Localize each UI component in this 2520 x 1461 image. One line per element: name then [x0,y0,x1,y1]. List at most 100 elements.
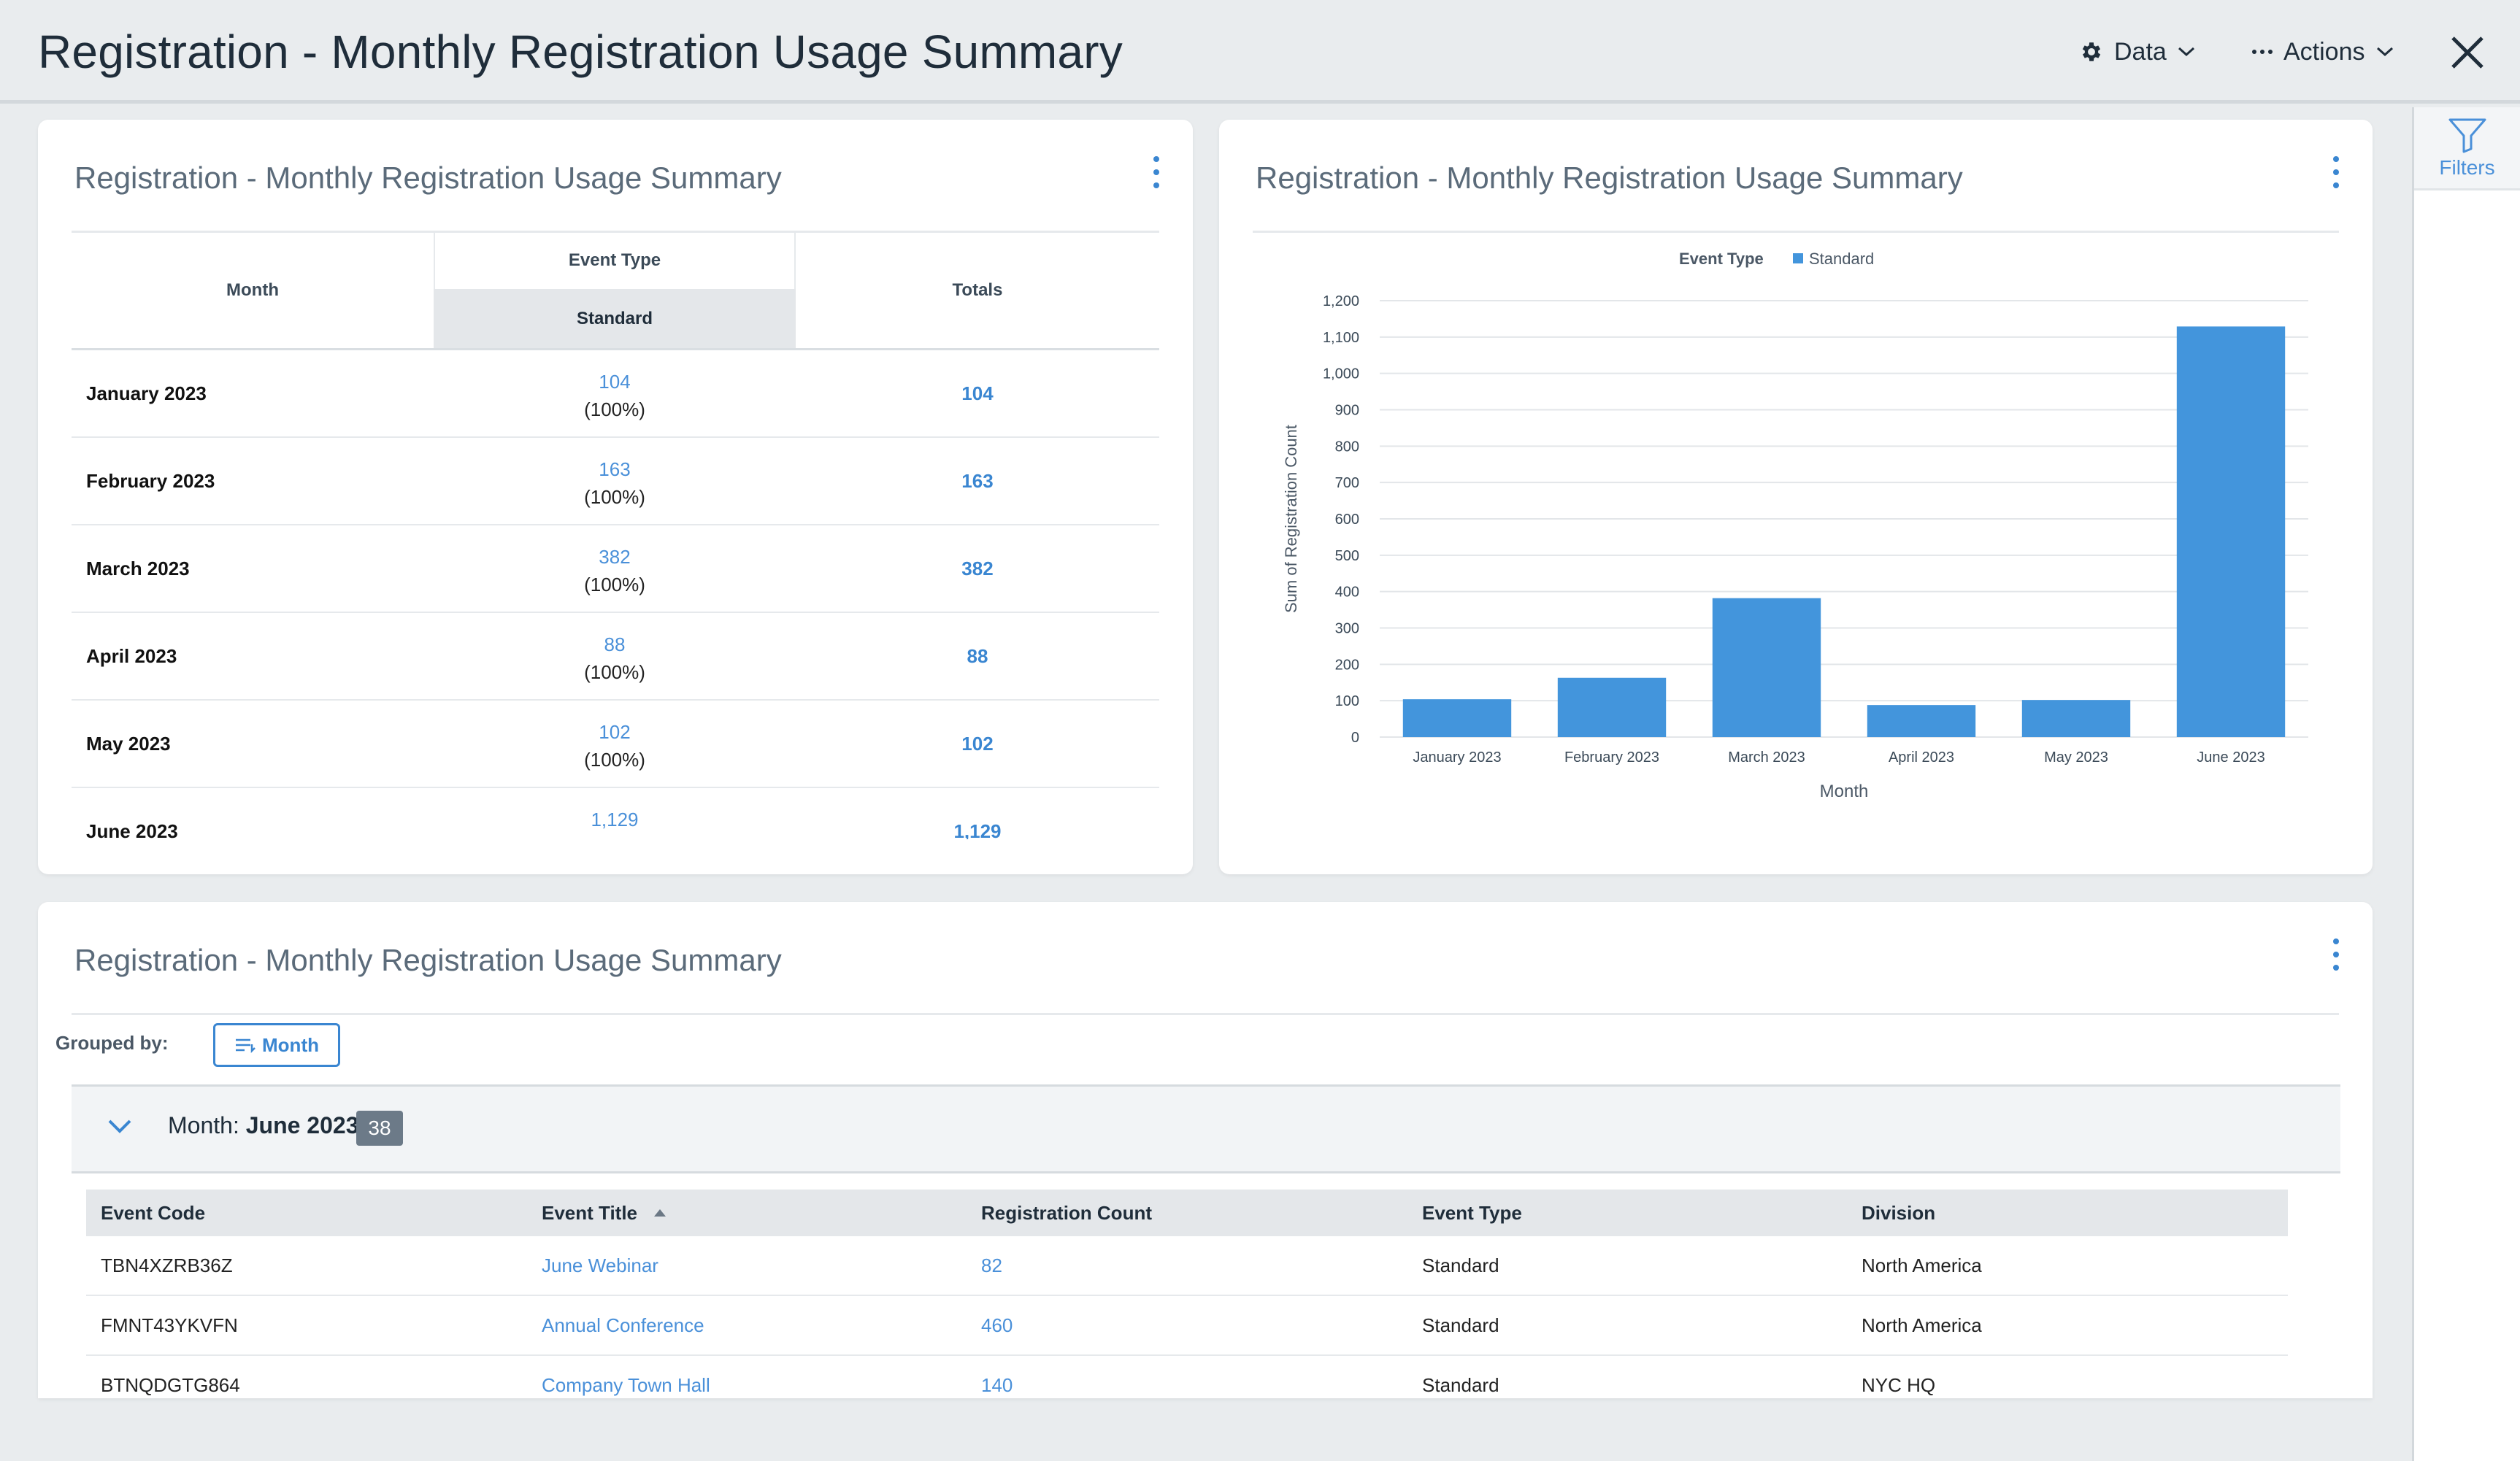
chevron-down-icon [2376,47,2393,57]
pivot-col-month[interactable]: Month [226,280,279,300]
cell-event-title-link[interactable]: Annual Conference [542,1314,704,1336]
chevron-down-icon[interactable] [107,1117,133,1137]
group-count-badge: 38 [356,1111,403,1146]
y-tick-label: 700 [1335,475,1359,491]
pivot-col-standard[interactable]: Standard [434,289,796,348]
pivot-total-link[interactable]: 102 [961,732,994,755]
ellipsis-icon [2252,50,2273,54]
pivot-total-link[interactable]: 1,129 [953,820,1002,840]
col-event-type[interactable]: Event Type [1422,1190,1522,1236]
chart-card-menu-button[interactable] [2329,156,2343,188]
col-division[interactable]: Division [1862,1190,1935,1236]
pivot-value-link[interactable]: 88 [604,633,626,655]
actions-menu-label: Actions [2283,37,2365,66]
pivot-col-totals: Totals [952,280,1003,300]
pivot-header: Month Event Type Standard Totals [72,232,1159,350]
chart-card-title: Registration - Monthly Registration Usag… [1256,161,1963,195]
x-axis-title: Month [1820,782,1869,801]
cell-division: North America [1862,1254,1982,1276]
group-label: Month: June 2023 [168,1112,358,1139]
y-tick-label: 900 [1335,403,1359,419]
cell-event-code: BTNQDGTG864 [101,1373,240,1396]
kebab-dot-icon [2333,965,2339,971]
pivot-value-link[interactable]: 104 [599,371,631,393]
pivot-total-link[interactable]: 382 [961,557,994,579]
cell-event-code: FMNT43YKVFN [101,1314,238,1336]
kebab-dot-icon [2333,952,2339,957]
pivot-percent: (100%) [584,398,645,420]
pivot-total-link[interactable]: 163 [961,469,994,492]
detail-card-menu-button[interactable] [2329,938,2343,971]
pivot-month: June 2023 [86,820,178,840]
group-lines-icon [236,1038,256,1053]
pivot-row: June 2023 1,129 (100%) 1,129 [72,788,1159,839]
bar [1867,705,1976,737]
y-tick-label: 1,200 [1323,293,1359,309]
gear-icon [2082,42,2101,61]
pivot-month: March 2023 [86,557,190,579]
x-tick-label: April 2023 [1889,749,1954,766]
pivot-percent: (100%) [584,486,645,508]
card-divider [1253,231,2339,233]
cell-registration-count-link[interactable]: 460 [981,1314,1013,1336]
y-tick-label: 100 [1335,693,1359,709]
x-tick-label: February 2023 [1564,749,1659,766]
detail-table-body: TBN4XZRB36Z June Webinar 82 Standard Nor… [86,1236,2288,1398]
cell-division: NYC HQ [1862,1373,1936,1396]
col-event-type-label: Event Type [1422,1201,1522,1224]
pivot-percent: (100%) [434,833,796,839]
cell-registration-count-link[interactable]: 82 [981,1254,1002,1276]
table-row: BTNQDGTG864 Company Town Hall 140 Standa… [86,1356,2288,1398]
kebab-dot-icon [2333,182,2339,188]
y-tick-label: 600 [1335,512,1359,528]
col-registration-count[interactable]: Registration Count [981,1190,1152,1236]
pivot-percent: (100%) [584,574,645,595]
x-tick-label: June 2023 [2197,749,2264,766]
pivot-total-link[interactable]: 104 [961,382,994,404]
kebab-dot-icon [1153,156,1159,162]
funnel-icon [2448,118,2486,153]
page-header: Registration - Monthly Registration Usag… [0,0,2520,104]
pivot-col-event-type: Event Type [434,232,796,289]
chevron-down-icon [2178,47,2194,57]
pivot-card-menu-button[interactable] [1149,156,1164,188]
detail-table-header: Event Code Event Title Registration Coun… [86,1190,2288,1236]
bar-chart: Event Type Standard 0 100 200 300 400 500 600 700… [1282,250,2308,801]
pivot-row: May 2023 102 (100%) 102 [72,701,1159,788]
cell-event-type: Standard [1422,1314,1499,1336]
pivot-row: February 2023 163 (100%) 163 [72,438,1159,525]
cell-division: North America [1862,1314,1982,1336]
close-icon[interactable] [2447,32,2488,73]
pivot-body: January 2023 104 (100%) 104 February 2023… [72,350,1159,839]
cell-event-type: Standard [1422,1373,1499,1396]
chart-card: Registration - Monthly Registration Usag… [1219,120,2373,874]
pivot-total-link[interactable]: 88 [967,644,988,667]
cell-registration-count-link[interactable]: 140 [981,1373,1013,1396]
pivot-percent: (100%) [584,749,645,771]
col-event-title[interactable]: Event Title [542,1190,667,1236]
cell-event-title-link[interactable]: Company Town Hall [542,1373,710,1396]
data-menu-button[interactable]: Data [2079,34,2196,70]
cell-event-type: Standard [1422,1254,1499,1276]
y-tick-label: 1,100 [1323,330,1359,346]
group-value: June 2023 [245,1112,359,1138]
pivot-value-link[interactable]: 163 [599,458,631,480]
col-event-code[interactable]: Event Code [101,1190,205,1236]
pivot-value-link[interactable]: 102 [599,721,631,743]
pivot-value-link[interactable]: 1,129 [591,809,639,830]
page-title: Registration - Monthly Registration Usag… [38,26,1123,78]
y-tick-label: 400 [1335,585,1359,601]
cell-event-code: TBN4XZRB36Z [101,1254,233,1276]
y-tick-label: 1,000 [1323,366,1359,382]
actions-menu-button[interactable]: Actions [2251,34,2394,70]
bar [1712,598,1821,737]
filters-button[interactable]: Filters [2414,107,2520,190]
bar [2176,326,2286,737]
group-by-month-chip[interactable]: Month [213,1023,340,1067]
kebab-dot-icon [2333,169,2339,175]
legend-title: Event Type [1679,250,1764,268]
pivot-value-link[interactable]: 382 [599,546,631,568]
table-row: FMNT43YKVFN Annual Conference 460 Standa… [86,1296,2288,1356]
col-division-label: Division [1862,1201,1936,1224]
cell-event-title-link[interactable]: June Webinar [542,1254,658,1276]
